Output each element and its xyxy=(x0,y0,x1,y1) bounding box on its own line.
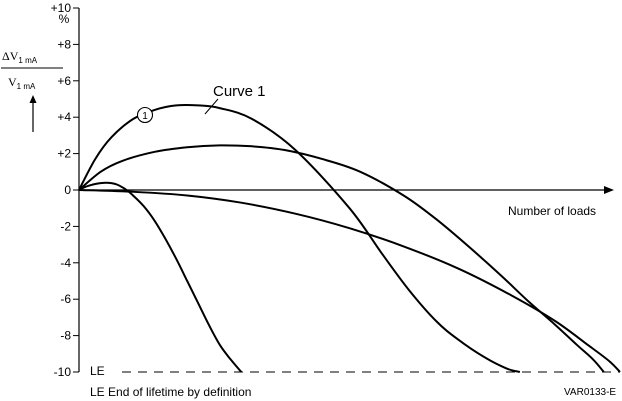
series-group xyxy=(78,103,621,373)
y-tick-label: -2 xyxy=(60,219,71,233)
series-line-1 xyxy=(78,103,521,373)
y-tick-label: -6 xyxy=(60,292,71,306)
y-tick-label: +10 xyxy=(51,1,72,15)
y-tick-label: +4 xyxy=(57,110,71,124)
y-axis-label-numerator: ΔV1 mA xyxy=(2,49,38,65)
curve-marker-circle xyxy=(136,106,154,124)
y-tick-label: 0 xyxy=(64,183,71,197)
axes xyxy=(78,8,614,372)
curve-1-leader-line xyxy=(204,98,219,115)
y-tick-label: +6 xyxy=(57,74,71,88)
y-tick-label: -8 xyxy=(60,329,71,343)
series-line-4 xyxy=(78,181,243,373)
x-axis-label-group: Number of loads xyxy=(508,204,596,218)
series-line-3 xyxy=(78,189,621,373)
y-label-den-main: V xyxy=(8,75,17,89)
y-tick-label: -4 xyxy=(60,256,71,270)
x-axis-arrow-icon xyxy=(604,186,614,194)
y-axis-label-denominator: V1 mA xyxy=(8,75,36,91)
figure-code: VAR0133-E xyxy=(564,387,616,398)
curve-marker-label: 1 xyxy=(142,111,148,122)
le-label: LE xyxy=(90,364,105,378)
y-unit-label: % xyxy=(59,12,70,26)
y-axis-label: ΔV1 mA V1 mA xyxy=(1,49,63,132)
y-label-num-sub: 1 mA xyxy=(18,56,37,65)
y-tick-label: +2 xyxy=(57,147,71,161)
y-ticks: +10 +8 +6 +4 +2 0 -2 -4 -6 -8 -10% xyxy=(51,1,79,379)
curve-1-annotation: 1 Curve 1 xyxy=(136,83,266,124)
y-tick-label: +8 xyxy=(57,37,71,51)
le-note: LE End of lifetime by definition xyxy=(90,385,251,399)
y-label-num-main: ΔV xyxy=(2,49,19,63)
x-axis-label: Number of loads xyxy=(508,204,596,218)
y-label-den-sub: 1 mA xyxy=(17,82,36,91)
arrow-up-icon xyxy=(29,95,37,132)
le-line-group: LE xyxy=(90,364,620,378)
curve-1-label: Curve 1 xyxy=(213,83,266,100)
series-line-2 xyxy=(78,144,605,373)
y-tick-label: -10 xyxy=(54,365,72,379)
